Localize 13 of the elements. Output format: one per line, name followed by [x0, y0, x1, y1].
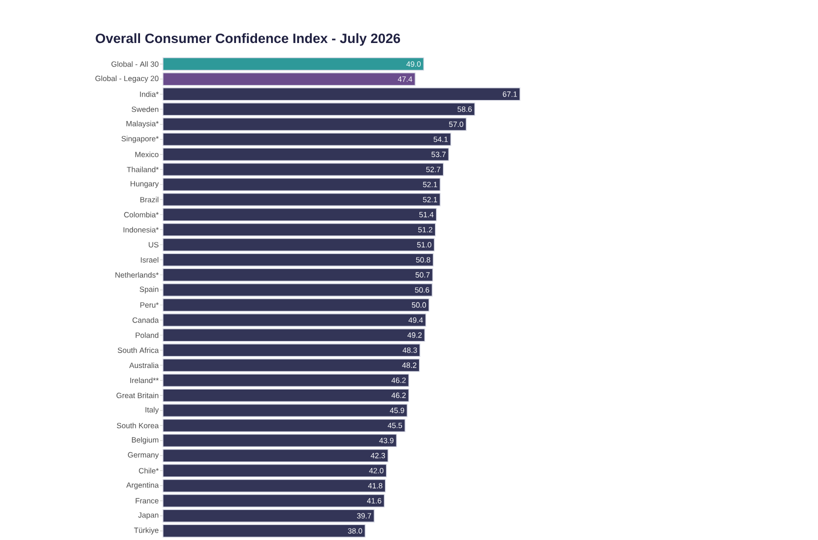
bar [162, 418, 406, 432]
bar [162, 313, 426, 327]
bar [162, 404, 408, 418]
bar [162, 57, 424, 71]
bar [162, 448, 388, 462]
bar [162, 434, 397, 448]
bar [162, 283, 433, 297]
bar [162, 162, 444, 176]
bar [162, 72, 416, 86]
chart-title: Overall Consumer Confidence Index - July 2026 [96, 33, 400, 46]
bar [162, 192, 441, 206]
bar [162, 298, 430, 312]
bar [162, 178, 441, 192]
